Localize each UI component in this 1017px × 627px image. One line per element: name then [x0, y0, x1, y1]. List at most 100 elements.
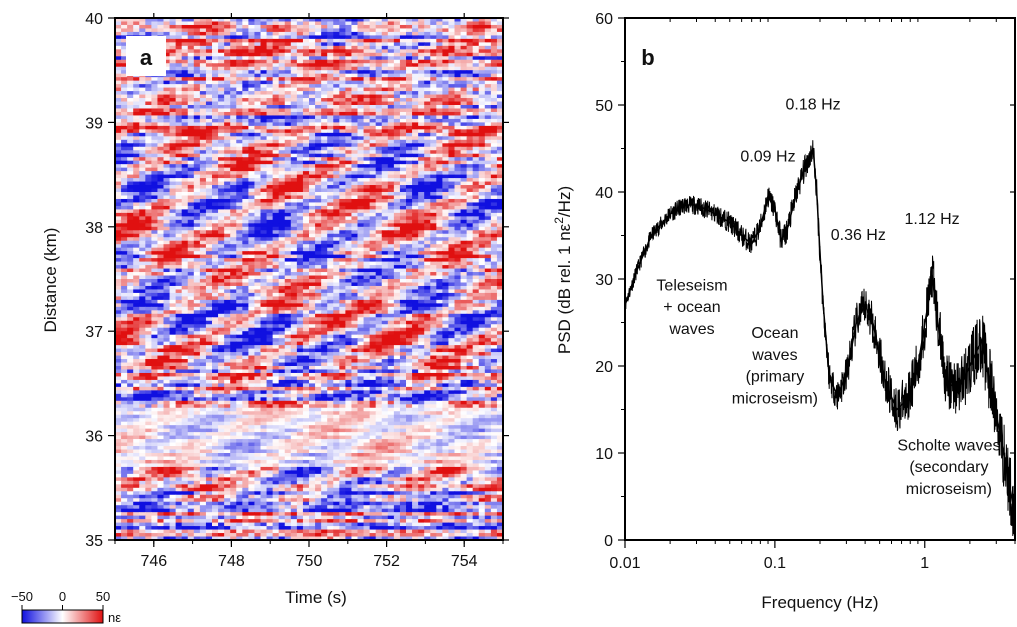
heatmap-cell — [381, 188, 389, 193]
heatmap-cell — [218, 216, 225, 221]
heatmap-cell — [375, 171, 383, 176]
heatmap-cell — [484, 63, 492, 68]
heatmap-cell — [345, 91, 353, 96]
heatmap-cell — [478, 164, 486, 169]
heatmap-cell — [460, 52, 468, 57]
heatmap-cell — [236, 91, 243, 96]
heatmap-cell — [248, 105, 256, 110]
heatmap-cell — [302, 251, 310, 256]
heatmap-cell — [236, 21, 243, 26]
heatmap-cell — [139, 237, 146, 242]
heatmap-cell — [224, 157, 231, 162]
heatmap-cell — [115, 216, 122, 221]
heatmap-cell — [309, 226, 316, 231]
heatmap-cell — [296, 171, 304, 176]
heatmap-cell — [260, 94, 268, 99]
heatmap-cell — [387, 139, 395, 144]
heatmap-cell — [224, 45, 231, 50]
heatmap-cell — [490, 49, 498, 54]
heatmap-cell — [230, 279, 237, 284]
heatmap-cell — [375, 157, 383, 162]
heatmap-cell — [218, 84, 225, 89]
heatmap-cell — [212, 174, 219, 179]
heatmap-cell — [309, 205, 316, 210]
heatmap-cell — [230, 181, 237, 186]
heatmap-cell — [254, 73, 262, 78]
heatmap-cell — [224, 73, 231, 78]
heatmap-cell — [224, 226, 231, 231]
heatmap-cell — [321, 198, 328, 204]
heatmap-cell — [309, 18, 316, 23]
heatmap-cell — [363, 24, 371, 30]
heatmap-cell — [193, 279, 201, 284]
heatmap-cell — [272, 56, 280, 61]
heatmap-cell — [418, 265, 425, 270]
heatmap-cell — [121, 38, 128, 43]
heatmap-cell — [181, 42, 189, 47]
heatmap-cell — [302, 18, 310, 23]
heatmap-cell — [448, 178, 456, 183]
heatmap-cell — [230, 261, 237, 266]
heatmap-cell — [327, 18, 334, 23]
heatmap-cell — [327, 80, 334, 85]
heatmap-cell — [442, 52, 450, 57]
heatmap-cell — [121, 268, 128, 273]
heatmap-cell — [121, 223, 128, 228]
heatmap-cell — [412, 59, 419, 64]
heatmap-cell — [187, 132, 195, 137]
heatmap-cell — [351, 254, 359, 259]
heatmap-cell — [212, 38, 219, 43]
heatmap-cell — [290, 216, 298, 221]
heatmap-cell — [315, 160, 322, 165]
heatmap-cell — [127, 219, 134, 224]
heatmap-cell — [351, 91, 359, 96]
heatmap-cell — [199, 240, 207, 245]
heatmap-cell — [187, 268, 195, 273]
heatmap-cell — [175, 185, 183, 190]
heatmap-cell — [424, 42, 431, 47]
heatmap-cell — [369, 233, 377, 238]
heatmap-cell — [139, 160, 146, 165]
heatmap-cell — [448, 160, 456, 165]
heatmap-cell — [139, 198, 146, 204]
heatmap-cell — [472, 178, 480, 183]
heatmap-cell — [224, 21, 231, 26]
heatmap-cell — [424, 35, 431, 40]
heatmap-cell — [187, 91, 195, 96]
heatmap-cell — [145, 192, 152, 197]
heatmap-cell — [266, 35, 274, 40]
heatmap-cell — [230, 132, 237, 137]
heatmap-cell — [254, 111, 262, 117]
heatmap-cell — [254, 77, 262, 82]
heatmap-cell — [369, 216, 377, 221]
heatmap-cell — [345, 125, 353, 130]
heatmap-cell — [327, 122, 334, 127]
heatmap-cell — [224, 185, 231, 190]
heatmap-cell — [430, 275, 437, 280]
heatmap-cell — [430, 105, 437, 110]
heatmap-cell — [418, 192, 425, 197]
heatmap-cell — [466, 101, 474, 106]
heatmap-cell — [406, 108, 413, 113]
heatmap-cell — [478, 275, 486, 280]
heatmap-cell — [205, 52, 213, 57]
heatmap-cell — [278, 178, 286, 183]
heatmap-cell — [466, 94, 474, 99]
heatmap-cell — [424, 21, 431, 26]
heatmap-cell — [199, 188, 207, 193]
heatmap-cell — [490, 146, 498, 151]
heatmap-cell — [169, 209, 177, 214]
heatmap-cell — [430, 24, 437, 30]
heatmap-cell — [345, 164, 353, 169]
heatmap-cell — [302, 244, 310, 249]
heatmap-cell — [169, 237, 177, 242]
heatmap-cell — [309, 223, 316, 228]
heatmap-cell — [448, 164, 456, 169]
heatmap-cell — [484, 202, 492, 207]
heatmap-cell — [327, 108, 334, 113]
heatmap-cell — [127, 118, 134, 123]
heatmap-cell — [115, 164, 122, 169]
heatmap-cell — [266, 178, 274, 183]
heatmap-cell — [454, 237, 462, 242]
